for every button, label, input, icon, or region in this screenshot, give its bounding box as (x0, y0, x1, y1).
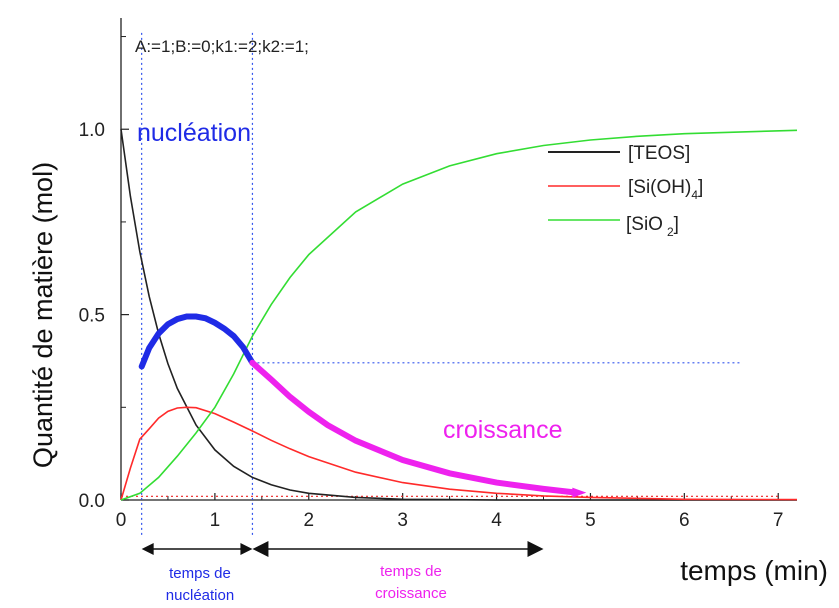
y-tick-label-0.0: 0.0 (79, 491, 105, 512)
x-tick-label-0: 0 (116, 510, 127, 531)
duration-arrow-croissance (252, 541, 544, 557)
croissance-label: croissance (443, 416, 563, 444)
y-tick-label-1.0: 1.0 (79, 120, 105, 141)
highlight-croissance-curve (249, 359, 580, 496)
series-teos-line (120, 129, 797, 501)
arrowhead-right (527, 541, 544, 557)
duration-arrow-nucleation (141, 543, 253, 555)
x-tick-label-3: 3 (397, 510, 408, 531)
arrowhead-left (252, 541, 269, 557)
y-tick-label-0.5: 0.5 (79, 306, 105, 327)
x-tick-label-7: 7 (773, 510, 784, 531)
x-tick-label-2: 2 (303, 510, 314, 531)
legend-label-sio2: [SiO 2] (626, 214, 679, 239)
series-sioh4-line (120, 406, 798, 501)
legend: [TEOS] [Si(OH)4] [SiO 2] (548, 143, 703, 239)
arrowhead-left (141, 543, 154, 555)
legend-label-sioh4: [Si(OH)4] (628, 177, 703, 202)
x-tick-label-1: 1 (210, 510, 221, 531)
arrow-label-nucleation: temps de nucléation (166, 565, 234, 604)
highlight-nucleation-curve (138, 313, 256, 370)
series-sio2-line (120, 129, 798, 501)
x-tick-label-5: 5 (585, 510, 596, 531)
x-tick-label-4: 4 (491, 510, 502, 531)
arrowhead-right (240, 543, 253, 555)
arrow-label-croissance-line-1: temps de (380, 563, 442, 580)
arrow-label-nucleation-line-1: temps de (169, 565, 231, 582)
arrow-label-croissance: temps de croissance (375, 563, 447, 602)
arrow-label-nucleation-line-2: nucléation (166, 587, 234, 604)
x-tick-label-6: 6 (679, 510, 690, 531)
x-axis-title: temps (min) (680, 555, 828, 586)
equation-text: A:=1;B:=0;k1:=2;k2:=1; (135, 37, 309, 56)
croissance-arrowhead (572, 487, 587, 498)
nucleation-label: nucléation (137, 119, 251, 147)
legend-label-teos: [TEOS] (628, 143, 690, 164)
arrow-label-croissance-line-2: croissance (375, 585, 447, 602)
y-axis-title: Quantité de matière (mol) (28, 162, 58, 468)
